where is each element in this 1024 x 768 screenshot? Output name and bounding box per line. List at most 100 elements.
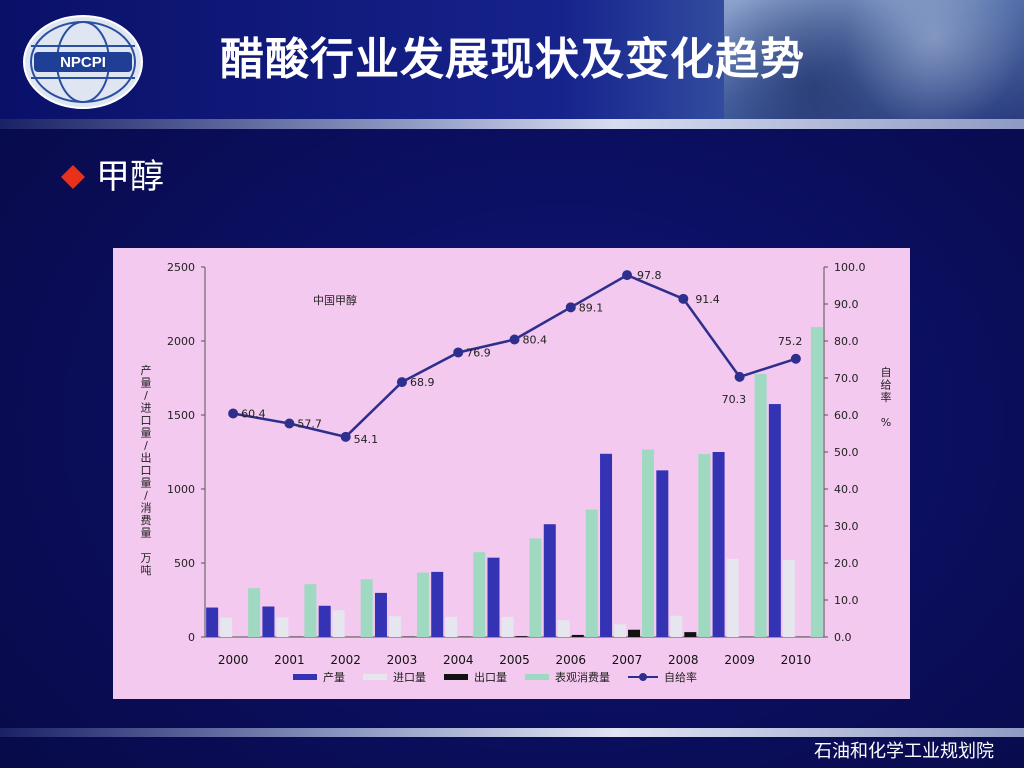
y2-tick-label: 0.0: [834, 631, 852, 644]
legend-label: 表观消费量: [555, 670, 610, 684]
legend-label: 自给率: [664, 670, 697, 684]
slide-header: [0, 0, 1024, 125]
bar-进口量-2003: [388, 616, 401, 637]
footer-organization: 石油和化学工业规划院: [814, 741, 994, 762]
ylabel-char: 口: [141, 414, 152, 427]
ratio-point-2008: [678, 293, 689, 304]
ratio-data-label: 80.4: [523, 334, 548, 347]
ratio-point-2000: [228, 408, 239, 419]
ylabel-char: 出: [141, 451, 152, 465]
bar-表观消费量-2009: [754, 374, 767, 637]
ylabel-char: 量: [141, 427, 152, 440]
ratio-data-label: 97.8: [637, 269, 662, 282]
chart-ratio-line: 60.4 57.7 54.1 68.9 76.9 80.4 89.1 97.8 91.4 70.3…: [228, 269, 802, 446]
y2-tick-label: 60.0: [834, 409, 859, 422]
bar-出口量-2005: [515, 636, 528, 637]
ratio-data-label: 91.4: [695, 293, 720, 306]
ylabel-char: /: [144, 389, 148, 402]
x-tick-label: 2000: [218, 653, 249, 667]
bar-表观消费量-2007: [642, 449, 655, 637]
ylabel-char: 口: [141, 464, 152, 477]
ratio-point-2001: [284, 418, 295, 429]
x-tick-label: 2010: [781, 653, 812, 667]
legend-label: 出口量: [474, 670, 507, 684]
methanol-chart: 0 500 1000 1500 2000 2500 0.0 10.0 20.0 30.0 40.0 5…: [141, 261, 892, 684]
ratio-point-2007: [622, 270, 633, 281]
bar-产量-2001: [262, 606, 275, 637]
bar-表观消费量-2005: [529, 538, 542, 637]
bar-表观消费量-2004: [473, 552, 486, 637]
bar-进口量-2007: [614, 624, 627, 637]
ratio-data-label: 68.9: [410, 376, 435, 389]
legend-marker: [639, 673, 647, 681]
y2-tick-label: 80.0: [834, 335, 859, 348]
bar-进口量-2009: [726, 558, 739, 637]
y2-tick-label: 40.0: [834, 483, 859, 496]
y2-tick-label: 90.0: [834, 298, 859, 311]
x-tick-label: 2003: [387, 653, 418, 667]
y2-tick-label: 10.0: [834, 594, 859, 607]
ratio-point-2002: [340, 431, 351, 442]
bar-产量-2002: [318, 605, 331, 637]
bar-出口量-2007: [628, 629, 641, 637]
bar-产量-2000: [206, 607, 219, 637]
y-tick-label: 1000: [167, 483, 195, 496]
chart-axes: 0 500 1000 1500 2000 2500 0.0 10.0 20.0 30.0 40.0 5…: [167, 261, 866, 667]
ratio-data-label: 70.3: [722, 393, 747, 406]
header-divider: [0, 119, 1024, 129]
y2label-char: 率: [881, 390, 892, 404]
ylabel-char: 量: [141, 377, 152, 390]
ratio-point-2005: [509, 334, 520, 345]
ylabel-char: 量: [141, 527, 152, 540]
bar-表观消费量-2002: [360, 579, 373, 637]
bar-表观消费量-2008: [698, 454, 711, 637]
ylabel-char: 进: [141, 402, 152, 415]
ylabel-char: /: [144, 489, 148, 502]
y2-tick-label: 30.0: [834, 520, 859, 533]
ylabel-char: 消: [141, 501, 152, 515]
ylabel-char: 费: [141, 514, 152, 527]
bar-产量-2009: [712, 452, 725, 637]
bar-进口量-2001: [276, 617, 289, 637]
chart-title: 中国甲醇: [313, 293, 357, 307]
x-tick-label: 2002: [330, 653, 361, 667]
ratio-point-2010: [790, 353, 801, 364]
ratio-data-label: 60.4: [241, 408, 265, 421]
y2label-char: 自: [881, 366, 892, 379]
chart-y2label: 自给率%: [881, 366, 892, 429]
ratio-data-label: 54.1: [354, 433, 379, 446]
bar-表观消费量-2003: [416, 572, 429, 637]
x-tick-label: 2005: [499, 653, 530, 667]
legend-label: 产量: [323, 670, 345, 684]
legend-label: 进口量: [393, 671, 426, 684]
legend-swatch: [293, 674, 317, 680]
y-tick-label: 1500: [167, 409, 195, 422]
legend-swatch: [363, 674, 387, 680]
npcpi-logo: NPCPI: [22, 14, 144, 110]
x-tick-label: 2007: [612, 653, 643, 667]
bar-产量-2003: [374, 592, 387, 637]
y-tick-label: 2000: [167, 335, 195, 348]
bar-进口量-2010: [782, 560, 795, 637]
bar-产量-2005: [487, 557, 500, 637]
bar-进口量-2000: [220, 617, 233, 637]
footer-divider: [0, 728, 1024, 737]
subtitle-row: 甲醇: [60, 155, 164, 199]
bar-进口量-2008: [670, 615, 683, 637]
x-tick-label: 2004: [443, 653, 474, 667]
chart-legend: 产量 进口量 出口量 表观消费量 自给率: [293, 670, 697, 684]
legend-swatch: [444, 674, 468, 680]
bar-表观消费量-2000: [248, 588, 261, 637]
ratio-point-2003: [396, 377, 407, 388]
y2-tick-label: 70.0: [834, 372, 859, 385]
bar-产量-2006: [543, 524, 556, 637]
x-tick-label: 2009: [724, 653, 755, 667]
bar-产量-2008: [656, 470, 669, 637]
ratio-data-label: 89.1: [579, 301, 604, 314]
ratio-data-label: 76.9: [466, 346, 491, 359]
bar-进口量-2006: [557, 620, 570, 637]
slide-title: 醋酸行业发展现状及变化趋势: [220, 34, 805, 85]
ylabel-char: 吨: [141, 564, 152, 577]
ratio-data-label: 57.7: [297, 418, 322, 431]
